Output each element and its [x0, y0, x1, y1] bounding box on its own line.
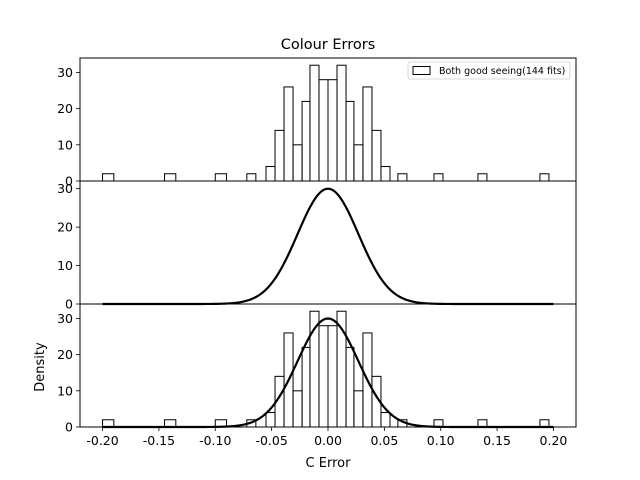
x-tick-label: 0.15 [483, 433, 511, 448]
y-tick-label: 30 [57, 181, 73, 196]
histogram-bar [214, 173, 228, 182]
x-axis-label: C Error [306, 456, 352, 471]
y-tick-label: 0 [65, 297, 73, 312]
y-tick-label: 0 [65, 174, 73, 189]
panel-bottom: 0 10 20 30 -0.20 -0.15 -0.10 -0.05 0.00 0.05 0.10 0… [57, 303, 577, 448]
panel-middle: 0 10 20 30 [57, 180, 577, 312]
histogram-bar [246, 173, 257, 182]
histogram-bar [327, 79, 338, 182]
histogram-bar [283, 86, 294, 182]
histogram-bar [318, 79, 329, 182]
y-tick-label: 20 [57, 220, 73, 235]
histogram-bar [309, 64, 320, 182]
y-tick-label: 20 [57, 347, 73, 362]
histogram-bar [380, 166, 391, 182]
histogram-bar [345, 100, 355, 182]
histogram-bar [292, 390, 303, 428]
legend-frame [407, 61, 571, 80]
legend-swatch [412, 66, 431, 75]
x-tick-label: 0.10 [427, 433, 455, 448]
y-axis-label: Density [33, 342, 48, 392]
legend-label: Both good seeing(144 fits) [439, 66, 565, 77]
histogram-bar [265, 166, 276, 182]
histogram-bar [397, 173, 408, 182]
histogram-bar [345, 346, 355, 428]
y-tick-label: 10 [57, 258, 73, 273]
y-tick-label: 30 [57, 65, 73, 80]
histogram-bar [336, 64, 347, 182]
histogram-bar [164, 173, 177, 182]
histogram-bar [477, 173, 488, 182]
histogram-bar [102, 173, 115, 182]
histogram-bar [292, 144, 303, 182]
histogram-bar [539, 173, 550, 182]
histogram-bar [301, 100, 311, 182]
histogram-bar [362, 86, 373, 182]
y-tick-label: 10 [57, 137, 73, 152]
chart-title: Colour Errors [281, 37, 376, 53]
x-tick-label: -0.20 [86, 433, 118, 448]
y-tick-label: 0 [65, 420, 73, 435]
axes-frame [79, 303, 577, 428]
histogram-bar [353, 144, 364, 182]
x-tick-label: 0.05 [370, 433, 398, 448]
histogram-bar [318, 325, 329, 428]
histogram-bar [327, 325, 338, 428]
histogram-bar [301, 346, 311, 428]
x-tick-label: 0.20 [540, 433, 568, 448]
histogram-bar [380, 412, 391, 428]
y-tick-label: 30 [57, 311, 73, 326]
x-tick-label: -0.15 [143, 433, 175, 448]
y-tick-label: 10 [57, 383, 73, 398]
axes-frame [79, 180, 577, 305]
x-tick-label: -0.05 [255, 433, 287, 448]
histogram-bar [353, 390, 364, 428]
legend: Both good seeing(144 fits) [407, 61, 571, 80]
y-tick-label: 20 [57, 101, 73, 116]
histogram-bar [274, 129, 285, 182]
histogram-bar [433, 173, 444, 182]
x-tick-label: -0.10 [199, 433, 231, 448]
x-tick-label: 0.00 [314, 433, 342, 448]
gaussian-fit-line [102, 187, 554, 306]
histogram-bar [265, 412, 276, 428]
histogram-bar [371, 129, 382, 182]
